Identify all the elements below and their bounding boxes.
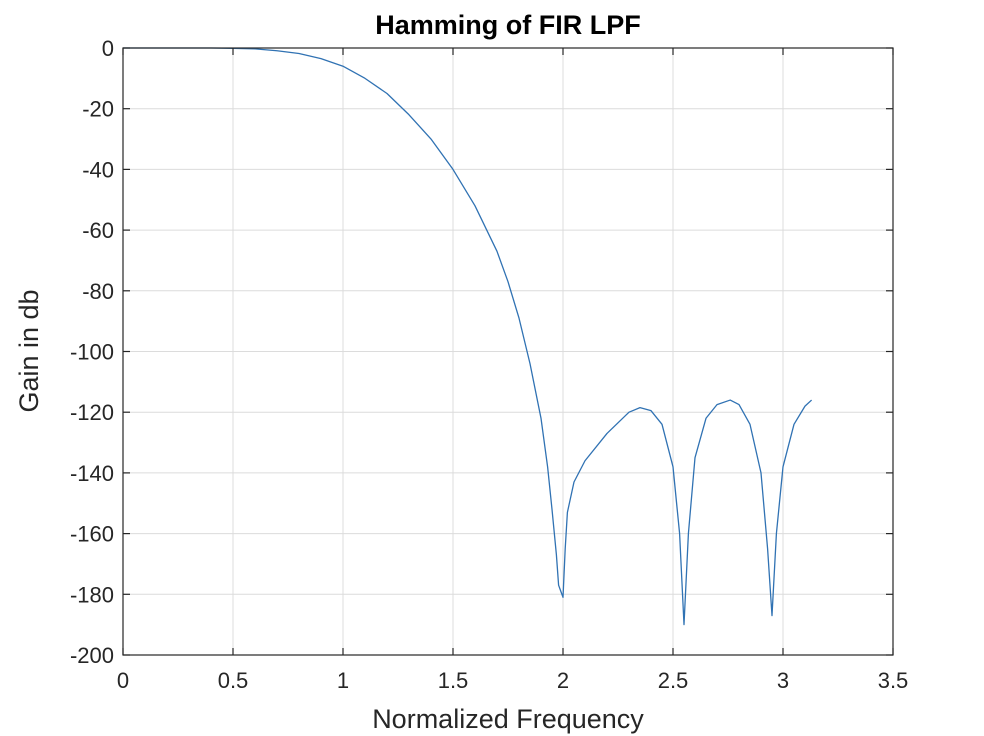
x-tick-label: 3 xyxy=(777,668,789,693)
y-tick-label: -60 xyxy=(82,218,114,243)
x-tick-label: 2.5 xyxy=(658,668,689,693)
y-tick-label: -200 xyxy=(70,643,114,668)
y-tick-labels: 0 -20 -40 -60 -80 -100 -120 -140 -160 -180 -200 xyxy=(70,36,114,668)
y-tick-label: -80 xyxy=(82,279,114,304)
y-tick-label: 0 xyxy=(102,36,114,61)
x-tick-label: 2 xyxy=(557,668,569,693)
y-axis-label: Gain in db xyxy=(14,289,44,412)
x-tick-label: 3.5 xyxy=(878,668,909,693)
y-tick-label: -140 xyxy=(70,461,114,486)
chart-title: Hamming of FIR LPF xyxy=(375,10,641,40)
series-group xyxy=(123,47,813,626)
y-tick-label: -100 xyxy=(70,340,114,365)
x-axis-label: Normalized Frequency xyxy=(372,704,644,734)
series-line xyxy=(123,47,813,626)
y-tick-label: -20 xyxy=(82,97,114,122)
tick-marks xyxy=(122,47,894,656)
x-tick-labels: 0 0.5 1 1.5 2 2.5 3 3.5 xyxy=(117,668,908,693)
x-tick-label: 1.5 xyxy=(438,668,469,693)
y-tick-label: -40 xyxy=(82,157,114,182)
x-tick-label: 0 xyxy=(117,668,129,693)
x-tick-label: 0.5 xyxy=(218,668,249,693)
y-tick-label: -160 xyxy=(70,522,114,547)
y-tick-label: -180 xyxy=(70,582,114,607)
y-tick-label: -120 xyxy=(70,400,114,425)
x-tick-label: 1 xyxy=(337,668,349,693)
